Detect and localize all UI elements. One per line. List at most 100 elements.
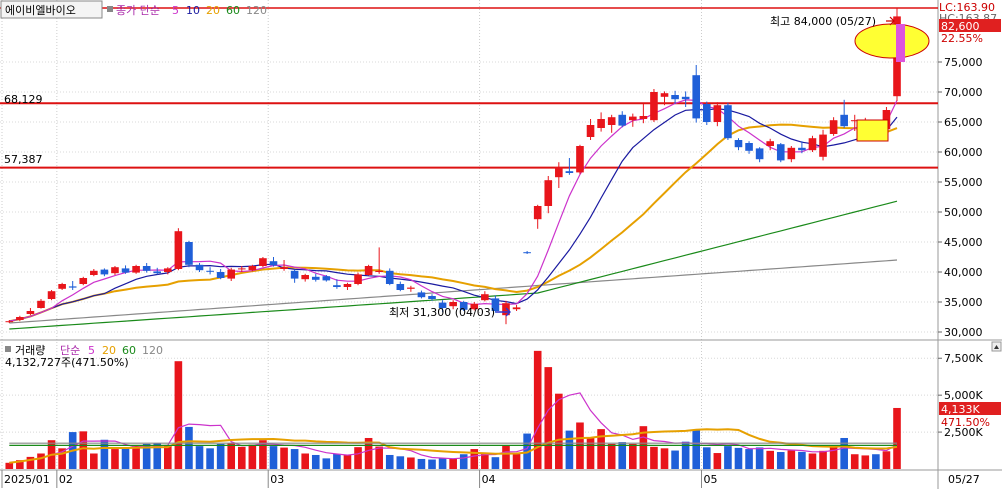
candle-body	[90, 270, 98, 275]
volume-axis-ticks: 2,500K 5,000K 7,500K	[938, 352, 983, 439]
candle-body	[512, 307, 521, 310]
price-tick-label: 55,000	[944, 176, 983, 189]
volume-bar	[375, 446, 383, 469]
high-highlight-ellipse[interactable]	[854, 23, 930, 59]
stock-name-box[interactable]	[0, 0, 103, 19]
candle-body	[438, 302, 447, 308]
candle-body	[269, 261, 278, 266]
volume-bar	[650, 446, 658, 469]
price-tick-label: 50,000	[944, 206, 983, 219]
volume-bar	[396, 456, 405, 469]
volume-bar	[174, 361, 183, 469]
candle-body	[618, 114, 627, 126]
volume-badge-text: 4,133K	[941, 403, 980, 416]
candle-body	[639, 116, 648, 119]
price-pct-text: 22.55%	[941, 32, 983, 45]
volume-legend[interactable]: 거래량 단순 5 20 60 120 4,132,727주(471.50%)	[5, 344, 163, 369]
volume-bar	[776, 452, 785, 469]
candle-body	[459, 302, 468, 310]
low-annotation: 최저 31,300 (04/03)	[389, 306, 511, 319]
volume-bar	[280, 447, 288, 469]
candle-body	[206, 270, 214, 272]
scroll-controls[interactable]	[991, 341, 1002, 352]
candle-body	[47, 291, 56, 299]
price-ma-10: 10	[186, 4, 200, 17]
lc-label: LC:163.90	[939, 1, 995, 14]
volume-bar	[470, 449, 479, 469]
candle-body	[502, 303, 510, 316]
volume-bar	[428, 459, 436, 469]
candle-body	[111, 267, 119, 274]
volume-bar	[290, 449, 299, 469]
volume-bar	[491, 457, 500, 469]
candle-body	[491, 298, 500, 311]
candle-body	[142, 266, 151, 271]
volume-bar	[364, 437, 373, 469]
volume-bar	[745, 449, 753, 469]
price-badge-text: 82,600	[941, 20, 980, 33]
high-annotation-text: 최고 84,000 (05/27)	[770, 15, 876, 28]
price-legend[interactable]: 에이비엘바이오 종가 단순 5 10 20 60 120	[0, 0, 267, 19]
volume-bar	[438, 458, 447, 469]
volume-bar	[533, 350, 542, 469]
volume-bar	[79, 431, 88, 469]
candle-body	[164, 268, 172, 272]
volume-bar	[597, 429, 605, 469]
volume-ma-60: 60	[122, 344, 136, 357]
volume-bar	[819, 450, 827, 469]
volume-bar	[544, 367, 553, 469]
candle-body	[787, 147, 796, 160]
time-tick-label: 02	[59, 473, 73, 486]
candle-body	[5, 321, 14, 323]
candle-body	[629, 116, 637, 121]
volume-bar	[206, 448, 214, 469]
volume-bar	[90, 453, 98, 469]
candle-body	[290, 270, 299, 279]
volume-bar	[808, 453, 817, 469]
candle-body	[428, 296, 436, 299]
volume-bar	[121, 448, 130, 469]
time-axis-right-label: 05/27	[948, 473, 980, 486]
volume-bars[interactable]	[5, 350, 901, 469]
candle-body	[385, 270, 394, 284]
volume-bar	[26, 456, 35, 469]
volume-bar	[755, 447, 764, 469]
volume-bar	[237, 446, 246, 469]
candle-body	[449, 302, 457, 307]
consolidation-highlight-box[interactable]	[856, 119, 889, 142]
price-ma-120: 120	[246, 4, 267, 17]
ma120-line	[9, 259, 898, 324]
horizontal-lines[interactable]	[0, 7, 938, 169]
volume-legend-marker-icon	[5, 346, 11, 352]
volume-bar	[248, 444, 257, 469]
hline-label-upper: 68,129	[4, 93, 43, 106]
volume-pct-text: 471.50%	[941, 416, 990, 429]
volume-badge	[939, 402, 1001, 415]
volume-bar	[481, 453, 489, 469]
volume-bar	[893, 407, 901, 469]
price-tick-label: 75,000	[944, 56, 983, 69]
candle-body	[354, 274, 362, 284]
high-arrow-icon	[886, 16, 895, 26]
candle-body	[702, 104, 711, 122]
candle-body	[417, 292, 426, 298]
price-badge	[939, 19, 1001, 32]
candle-body	[766, 141, 774, 146]
volume-ma-20: 20	[102, 344, 116, 357]
volume-bar	[671, 450, 679, 469]
candle-body	[840, 114, 848, 127]
volume-bar	[195, 446, 204, 469]
highlight-bar	[896, 24, 905, 62]
candle-body	[576, 146, 584, 173]
candle-body	[565, 171, 574, 173]
candle-body	[248, 266, 257, 271]
volume-current: 4,132,727주(471.50%)	[5, 356, 129, 369]
time-axis-labels: 2025/01 02 03 04 05	[1, 470, 718, 488]
candle-body	[798, 147, 806, 151]
candle-body	[607, 117, 616, 125]
price-tick-label: 65,000	[944, 116, 983, 129]
volume-bar	[417, 458, 426, 469]
candle-body	[533, 206, 542, 220]
candle-body	[237, 268, 246, 270]
